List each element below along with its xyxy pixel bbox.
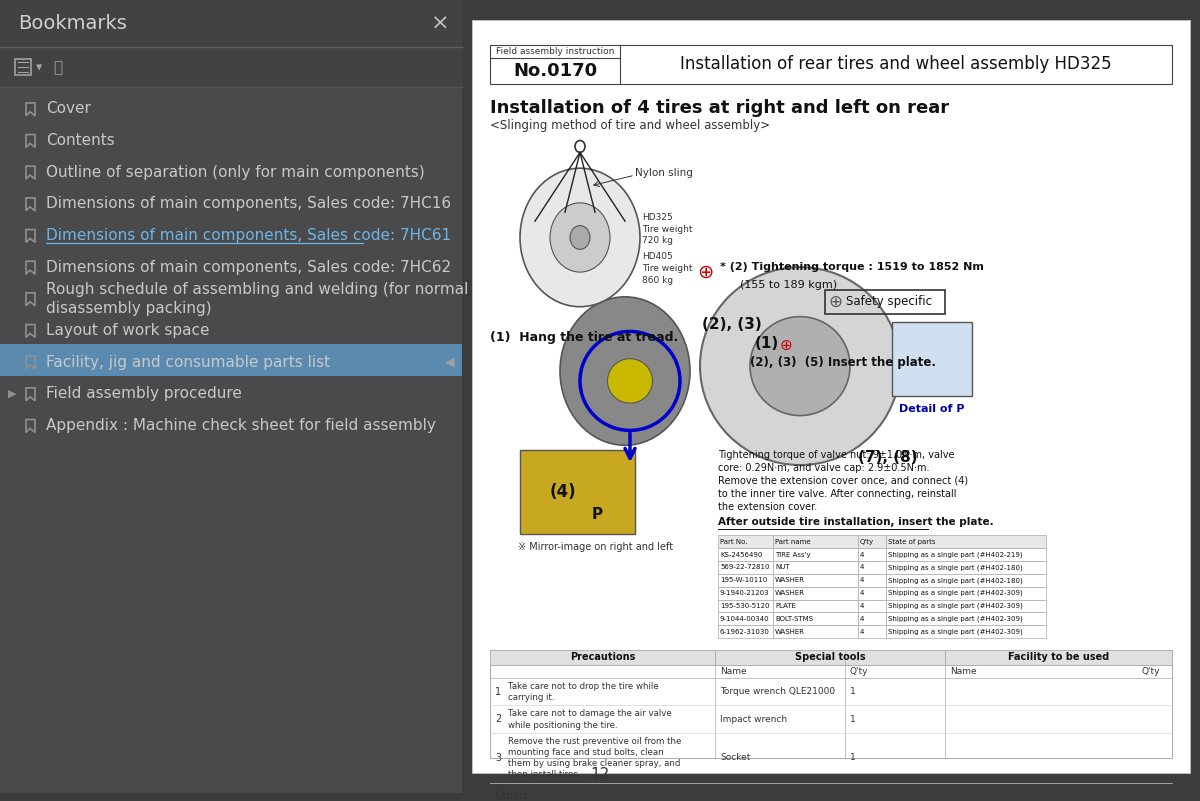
Text: ⊕: ⊕: [828, 293, 842, 311]
Text: Socket: Socket: [720, 754, 750, 763]
Ellipse shape: [750, 316, 850, 416]
Text: Take care not to damage the air valve
while positioning the tire.: Take care not to damage the air valve wh…: [508, 710, 672, 730]
Text: 12: 12: [590, 767, 610, 782]
Text: 🔖: 🔖: [53, 60, 62, 74]
Text: State of parts: State of parts: [888, 539, 936, 545]
Text: After outside tire installation, insert the plate.: After outside tire installation, insert …: [718, 517, 994, 528]
Text: 1: 1: [850, 687, 856, 696]
Text: 9-1940-21203: 9-1940-21203: [720, 590, 769, 596]
Ellipse shape: [700, 268, 900, 465]
Bar: [886, 561, 1046, 574]
Text: (4): (4): [550, 483, 576, 501]
Text: 6-1962-31030: 6-1962-31030: [720, 629, 770, 634]
Text: (2), (3): (2), (3): [702, 316, 762, 332]
Bar: [490, 650, 1172, 758]
Text: Contents: Contents: [46, 133, 115, 148]
Text: Dimensions of main components, Sales code: 7HC62: Dimensions of main components, Sales cod…: [46, 260, 451, 275]
Text: (155 to 189 kgm): (155 to 189 kgm): [740, 280, 838, 290]
Text: Bookmarks: Bookmarks: [18, 14, 127, 34]
Bar: [858, 561, 886, 574]
Text: (7), (8): (7), (8): [858, 450, 918, 465]
Text: Dimensions of main components, Sales code: 7HC16: Dimensions of main components, Sales cod…: [46, 196, 451, 211]
Text: Shipping as a single part (#H402-180): Shipping as a single part (#H402-180): [888, 564, 1022, 570]
Bar: [490, 650, 715, 665]
Bar: [886, 548, 1046, 561]
Bar: [0, 47, 462, 87]
Bar: [858, 626, 886, 638]
Ellipse shape: [560, 297, 690, 445]
Bar: [718, 548, 773, 561]
Text: ⊕: ⊕: [780, 337, 793, 352]
Text: Shipping as a single part (#H402-309): Shipping as a single part (#H402-309): [888, 629, 1022, 635]
Text: 195-530-5120: 195-530-5120: [720, 603, 769, 609]
Text: Shipping as a single part (#H402-309): Shipping as a single part (#H402-309): [888, 590, 1022, 597]
Text: TIRE Ass'y: TIRE Ass'y: [775, 552, 811, 557]
Text: 4: 4: [860, 552, 864, 557]
Text: Precautions: Precautions: [570, 653, 635, 662]
Text: 4: 4: [860, 565, 864, 570]
Bar: [886, 613, 1046, 626]
Bar: [773, 587, 858, 600]
Text: Installation of rear tires and wheel assembly HD325: Installation of rear tires and wheel ass…: [680, 55, 1112, 74]
Text: Field assembly instruction: Field assembly instruction: [496, 47, 614, 56]
Bar: [886, 535, 1046, 548]
Text: ▾: ▾: [36, 61, 42, 74]
Text: Installation of 4 tires at right and left on rear: Installation of 4 tires at right and lef…: [490, 99, 949, 117]
Text: Facility, jig and consumable parts list: Facility, jig and consumable parts list: [46, 355, 330, 369]
Bar: [858, 548, 886, 561]
Text: Name: Name: [950, 667, 977, 676]
Text: 3: 3: [496, 753, 502, 763]
Text: ◀: ◀: [445, 356, 455, 368]
Text: Remove the extension cover once, and connect (4)
to the inner tire valve. After : Remove the extension cover once, and con…: [718, 476, 968, 513]
Text: * (2) Tightening torque : 1519 to 1852 Nm: * (2) Tightening torque : 1519 to 1852 N…: [720, 262, 984, 272]
Text: 4: 4: [860, 578, 864, 583]
Text: 9-1044-00340: 9-1044-00340: [720, 616, 769, 622]
Bar: [718, 535, 773, 548]
Bar: [718, 587, 773, 600]
Text: P: P: [592, 507, 604, 522]
Bar: [773, 600, 858, 613]
Ellipse shape: [520, 168, 640, 307]
Bar: [718, 613, 773, 626]
Bar: [858, 613, 886, 626]
Bar: [886, 626, 1046, 638]
Text: Tightening torque of valve nut: 9±1.0N·m, valve
core: 0.29N·m, and valve cap: 2.: Tightening torque of valve nut: 9±1.0N·m…: [718, 450, 954, 473]
Bar: [0, 344, 462, 376]
Text: ▶: ▶: [7, 388, 17, 399]
Text: Remove the rust preventive oil from the
mounting face and stud bolts, clean
them: Remove the rust preventive oil from the …: [508, 737, 682, 779]
Bar: [715, 650, 946, 665]
Text: WASHER: WASHER: [775, 629, 805, 634]
Bar: [773, 548, 858, 561]
Text: Take care not to drop the tire while
carrying it.: Take care not to drop the tire while car…: [508, 682, 659, 702]
Text: 4: 4: [860, 616, 864, 622]
Bar: [520, 450, 635, 534]
Text: 4: 4: [860, 629, 864, 634]
Text: Safety specific: Safety specific: [846, 296, 932, 308]
Text: (1): (1): [755, 336, 779, 352]
Text: WASHER: WASHER: [775, 590, 805, 596]
Text: Others: Others: [496, 791, 528, 800]
Text: Shipping as a single part (#H402-309): Shipping as a single part (#H402-309): [888, 616, 1022, 622]
Bar: [858, 535, 886, 548]
Bar: [773, 561, 858, 574]
Text: Torque wrench QLE21000: Torque wrench QLE21000: [720, 687, 835, 696]
Text: Special tools: Special tools: [794, 653, 865, 662]
Text: Layout of work space: Layout of work space: [46, 323, 210, 338]
Text: 4: 4: [860, 590, 864, 596]
Text: Outline of separation (only for main components): Outline of separation (only for main com…: [46, 165, 425, 179]
Text: (1)  Hang the tire at tread.: (1) Hang the tire at tread.: [490, 332, 678, 344]
Bar: [773, 574, 858, 587]
Text: Q'ty: Q'ty: [850, 667, 869, 676]
Text: <Slinging method of tire and wheel assembly>: <Slinging method of tire and wheel assem…: [490, 119, 770, 131]
Text: HD325
Tire weight
720 kg: HD325 Tire weight 720 kg: [642, 213, 692, 245]
Bar: [886, 600, 1046, 613]
Text: Name: Name: [720, 667, 746, 676]
Text: ⊕: ⊕: [697, 263, 713, 282]
Bar: [858, 587, 886, 600]
Bar: [892, 321, 972, 396]
Bar: [886, 574, 1046, 587]
Text: Appendix : Machine check sheet for field assembly: Appendix : Machine check sheet for field…: [46, 418, 436, 433]
Text: 1: 1: [850, 754, 856, 763]
Text: 195-W-10110: 195-W-10110: [720, 578, 767, 583]
Text: Detail of P: Detail of P: [899, 404, 965, 413]
